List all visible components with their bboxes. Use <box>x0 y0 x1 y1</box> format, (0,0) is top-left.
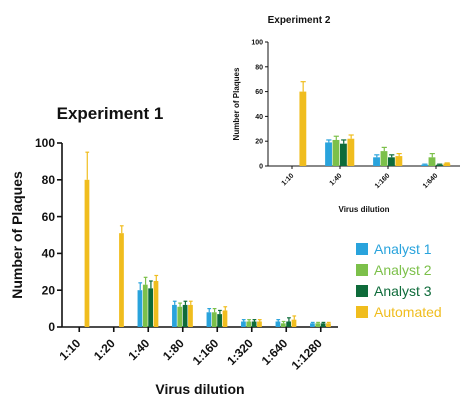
exp1-bar <box>291 319 297 327</box>
exp1-bar <box>320 323 326 327</box>
exp2-x-tick-label: 1:160 <box>374 172 392 190</box>
exp2-y-tick-label: 80 <box>255 64 263 71</box>
exp1-bar <box>222 310 228 327</box>
exp2-y-tick-label: 40 <box>255 114 263 121</box>
legend-swatch <box>356 306 368 318</box>
exp1-bar <box>315 323 321 327</box>
exp2-bar <box>428 157 436 166</box>
legend-swatch <box>356 285 368 297</box>
experiment-2-chart: Experiment 2 0 20 40 60 80 100 1:10 1:40 1:160 1:6… <box>232 15 460 214</box>
exp1-bar <box>275 321 281 327</box>
legend-label: Analyst 3 <box>374 283 432 299</box>
exp2-bar <box>325 142 332 166</box>
legend-label: Analyst 1 <box>374 241 432 257</box>
exp1-bar <box>211 312 217 327</box>
exp1-bar <box>251 321 257 327</box>
exp1-y-tick-label: 100 <box>35 136 55 150</box>
exp1-x-tick-label: 1:10 <box>56 336 83 363</box>
exp1-bar <box>137 290 143 327</box>
exp2-x-axis-title: Virus dilution <box>339 205 390 214</box>
exp1-bar <box>188 304 193 327</box>
exp2-bar <box>380 151 388 166</box>
exp1-bar <box>182 304 188 327</box>
exp1-x-axis-title: Virus dilution <box>155 381 244 397</box>
exp1-bar <box>310 323 315 327</box>
exp1-bar <box>172 304 177 327</box>
exp1-y-tick-label: 40 <box>42 247 56 261</box>
exp1-y-tick-label: 0 <box>48 320 55 334</box>
exp2-y-tick-label: 20 <box>255 139 263 146</box>
exp1-y-tick-label: 20 <box>42 283 56 297</box>
exp1-bar <box>217 314 222 327</box>
exp2-bar <box>388 157 395 166</box>
exp1-x-tick-label: 1:320 <box>224 336 256 368</box>
exp2-bar <box>421 164 428 166</box>
exp1-title: Experiment 1 <box>57 104 164 123</box>
exp1-bar <box>142 284 148 327</box>
exp2-title: Experiment 2 <box>268 15 331 26</box>
exp1-x-tick-label: 1:1280 <box>289 336 326 373</box>
exp2-bar <box>347 138 355 166</box>
experiment-1-chart: Experiment 1 0 20 40 60 80 100 1:10 1:20 1:40 1:80… <box>9 104 338 397</box>
exp1-bar <box>119 233 124 327</box>
exp1-y-tick-label: 60 <box>42 210 56 224</box>
exp1-bar <box>206 312 212 327</box>
legend-swatch <box>356 243 368 255</box>
exp2-y-axis-title: Number of Plaques <box>232 67 241 140</box>
exp1-bar <box>153 281 159 327</box>
exp2-y-tick-label: 60 <box>255 89 263 96</box>
exp2-y-tick-label: 0 <box>259 163 263 170</box>
legend-label: Analyst 2 <box>374 262 432 278</box>
exp2-bar <box>340 143 347 166</box>
exp1-x-tick-label: 1:160 <box>190 336 222 368</box>
legend: Analyst 1 Analyst 2 Analyst 3 Automated <box>356 241 442 320</box>
exp1-bar <box>257 321 262 327</box>
exp1-bar <box>148 288 153 327</box>
exp2-bar <box>299 91 307 166</box>
exp1-x-tick-label: 1:20 <box>91 336 118 363</box>
exp1-y-axis-title: Number of Plaques <box>9 171 25 299</box>
exp1-x-tick-label: 1:640 <box>259 336 291 368</box>
exp1-bar <box>246 321 252 327</box>
exp2-bar <box>395 156 403 166</box>
exp1-y-tick-label: 80 <box>42 173 56 187</box>
exp1-bar <box>286 321 291 327</box>
exp2-x-tick-label: 1:40 <box>329 172 344 187</box>
exp1-bar <box>280 323 286 327</box>
exp2-bar <box>373 157 380 166</box>
exp2-x-tick-label: 1:640 <box>422 172 440 190</box>
exp1-x-tick-label: 1:40 <box>125 336 152 363</box>
exp2-y-tick-label: 100 <box>251 39 263 46</box>
exp2-bar <box>443 163 451 166</box>
exp2-bar <box>332 139 340 166</box>
exp1-bar <box>241 321 246 327</box>
exp2-x-tick-label: 1:10 <box>281 172 296 187</box>
exp2-bar <box>436 164 443 166</box>
exp1-bar <box>177 306 183 327</box>
exp1-x-tick-label: 1:80 <box>160 336 187 363</box>
legend-label: Automated <box>374 304 442 320</box>
legend-swatch <box>356 264 368 276</box>
exp1-bar <box>84 179 90 327</box>
exp1-bar <box>326 323 331 327</box>
